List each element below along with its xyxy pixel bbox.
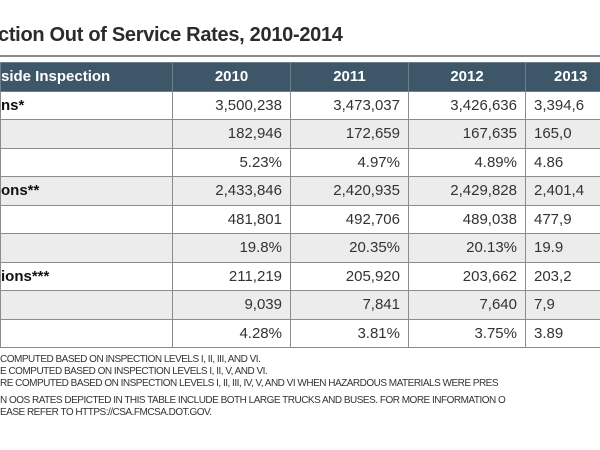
table-cell: 3.89 <box>525 318 600 348</box>
table-cell: 203,662 <box>408 261 526 291</box>
table-cell: 203,2 <box>525 261 600 291</box>
table-cell: 3,394,6 <box>525 90 600 120</box>
footnote: EASE REFER TO HTTPS://CSA.FMCSA.DOT.GOV. <box>0 407 212 418</box>
footnote: N OOS RATES DEPICTED IN THIS TABLE INCLU… <box>0 395 506 406</box>
table-cell: 2,429,828 <box>408 176 526 206</box>
table-cell: 477,9 <box>525 204 600 234</box>
column-header: 2011 <box>290 62 409 92</box>
table-cell: 3,473,037 <box>290 90 409 120</box>
table-cell: 7,640 <box>408 290 526 320</box>
table-row: 481,801 492,706 489,038 477,9 <box>0 204 600 234</box>
table-cell: 4.89% <box>408 147 526 177</box>
table-cell: 172,659 <box>290 119 409 149</box>
table-cell: 4.97% <box>290 147 409 177</box>
table-cell: 2,433,846 <box>172 176 291 206</box>
footnote: RE COMPUTED BASED ON INSPECTION LEVELS I… <box>0 378 499 389</box>
table-cell: 205,920 <box>290 261 409 291</box>
oos-rates-table: side Inspection 2010 2011 2012 2013 ns* 3… <box>0 62 600 348</box>
row-label: ions*** <box>0 261 173 291</box>
table-row: 9,039 7,841 7,640 7,9 <box>0 290 600 320</box>
table-cell: 3,426,636 <box>408 90 526 120</box>
row-label <box>0 290 173 320</box>
table-cell: 3.81% <box>290 318 409 348</box>
table-cell: 7,9 <box>525 290 600 320</box>
table-row: 4.28% 3.81% 3.75% 3.89 <box>0 318 600 348</box>
footnote: E COMPUTED BASED ON INSPECTION LEVELS I,… <box>0 366 268 377</box>
table-cell: 165,0 <box>525 119 600 149</box>
table-cell: 211,219 <box>172 261 291 291</box>
table-cell: 19.9 <box>525 233 600 263</box>
table-cell: 20.35% <box>290 233 409 263</box>
title-divider <box>0 55 600 57</box>
footnotes: COMPUTED BASED ON INSPECTION LEVELS I, I… <box>0 354 600 419</box>
column-header: 2012 <box>408 62 526 92</box>
table-cell: 5.23% <box>172 147 291 177</box>
table-cell: 9,039 <box>172 290 291 320</box>
table-cell: 2,401,4 <box>525 176 600 206</box>
table-cell: 7,841 <box>290 290 409 320</box>
table-cell: 19.8% <box>172 233 291 263</box>
row-label: ons** <box>0 176 173 206</box>
table-cell: 2,420,935 <box>290 176 409 206</box>
table-cell: 182,946 <box>172 119 291 149</box>
row-label: ns* <box>0 90 173 120</box>
table-title: ction Out of Service Rates, 2010-2014 <box>0 24 343 46</box>
table-row: ions*** 211,219 205,920 203,662 203,2 <box>0 261 600 291</box>
header-row: side Inspection 2010 2011 2012 2013 <box>0 62 600 92</box>
table-row: 182,946 172,659 167,635 165,0 <box>0 119 600 149</box>
table-row: 5.23% 4.97% 4.89% 4.86 <box>0 147 600 177</box>
table-cell: 481,801 <box>172 204 291 234</box>
table-row: ns* 3,500,238 3,473,037 3,426,636 3,394,6 <box>0 90 600 120</box>
table-row: ons** 2,433,846 2,420,935 2,429,828 2,401,4 <box>0 176 600 206</box>
table-cell: 489,038 <box>408 204 526 234</box>
table-cell: 4.28% <box>172 318 291 348</box>
row-label <box>0 147 173 177</box>
table-row: 19.8% 20.35% 20.13% 19.9 <box>0 233 600 263</box>
table-cell: 3.75% <box>408 318 526 348</box>
row-label <box>0 204 173 234</box>
footnote: COMPUTED BASED ON INSPECTION LEVELS I, I… <box>0 354 261 365</box>
column-header: 2013 <box>525 62 600 92</box>
row-label <box>0 318 173 348</box>
table-cell: 3,500,238 <box>172 90 291 120</box>
column-header: side Inspection <box>0 62 173 92</box>
table-cell: 4.86 <box>525 147 600 177</box>
table-cell: 20.13% <box>408 233 526 263</box>
column-header: 2010 <box>172 62 291 92</box>
row-label <box>0 119 173 149</box>
table-cell: 167,635 <box>408 119 526 149</box>
table-cell: 492,706 <box>290 204 409 234</box>
row-label <box>0 233 173 263</box>
